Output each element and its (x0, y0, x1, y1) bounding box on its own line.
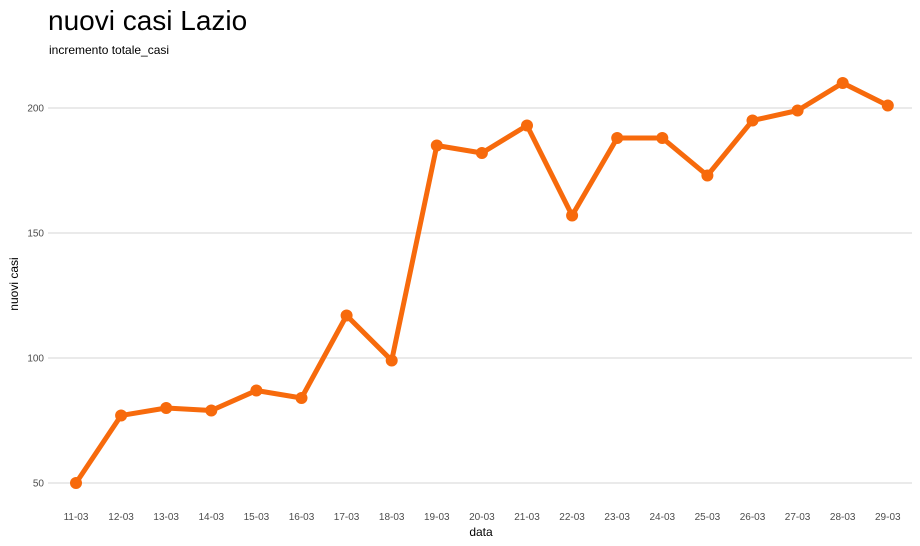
y-tick-label: 100 (27, 354, 44, 365)
x-tick-label: 14-03 (199, 512, 225, 523)
y-axis-title: nuovi casi (7, 257, 21, 310)
x-tick-label: 13-03 (153, 512, 179, 523)
data-point (746, 114, 759, 127)
x-tick-label: 22-03 (559, 512, 585, 523)
x-tick-label: 29-03 (875, 512, 901, 523)
data-point (115, 409, 128, 422)
x-tick-label: 25-03 (695, 512, 721, 523)
data-point (791, 104, 804, 117)
x-tick-label: 28-03 (830, 512, 856, 523)
x-axis-ticks: 11-03 12-03 13-03 14-03 15-03 16-03 17-03 18-03… (64, 512, 901, 523)
data-point (160, 402, 173, 414)
data-point (250, 384, 263, 397)
y-tick-label: 50 (33, 479, 45, 490)
y-tick-label: 200 (27, 104, 44, 115)
x-tick-label: 21-03 (514, 512, 540, 523)
x-tick-label: 26-03 (740, 512, 766, 523)
series-line (73, 80, 891, 486)
x-tick-label: 15-03 (244, 512, 270, 523)
x-tick-label: 20-03 (469, 512, 495, 523)
data-point (881, 99, 894, 112)
x-tick-label: 19-03 (424, 512, 450, 523)
data-point (566, 209, 579, 222)
x-tick-label: 23-03 (604, 512, 630, 523)
data-point (205, 404, 218, 417)
data-point (70, 477, 82, 489)
data-point (430, 139, 443, 152)
data-point (340, 309, 353, 322)
data-point (475, 147, 488, 159)
chart-title: nuovi casi Lazio (48, 5, 248, 36)
data-point (836, 77, 849, 89)
chart-subtitle: incremento totale_casi (49, 43, 170, 57)
x-tick-label: 24-03 (650, 512, 676, 523)
x-tick-label: 27-03 (785, 512, 811, 523)
x-tick-label: 16-03 (289, 512, 315, 523)
data-point (521, 119, 533, 132)
data-point (611, 132, 624, 144)
x-tick-label: 11-03 (64, 512, 89, 523)
x-tick-label: 12-03 (108, 512, 134, 523)
y-axis-ticks: 50 100 150 200 (27, 104, 44, 490)
data-point (295, 392, 308, 404)
data-point (385, 354, 398, 367)
gridlines (48, 107, 912, 484)
series-layer (70, 77, 894, 489)
x-tick-label: 18-03 (379, 512, 405, 523)
data-point (656, 132, 669, 144)
x-tick-label: 17-03 (334, 512, 360, 523)
x-axis-title: data (469, 525, 493, 539)
data-point (701, 169, 714, 182)
y-tick-label: 150 (27, 229, 44, 240)
